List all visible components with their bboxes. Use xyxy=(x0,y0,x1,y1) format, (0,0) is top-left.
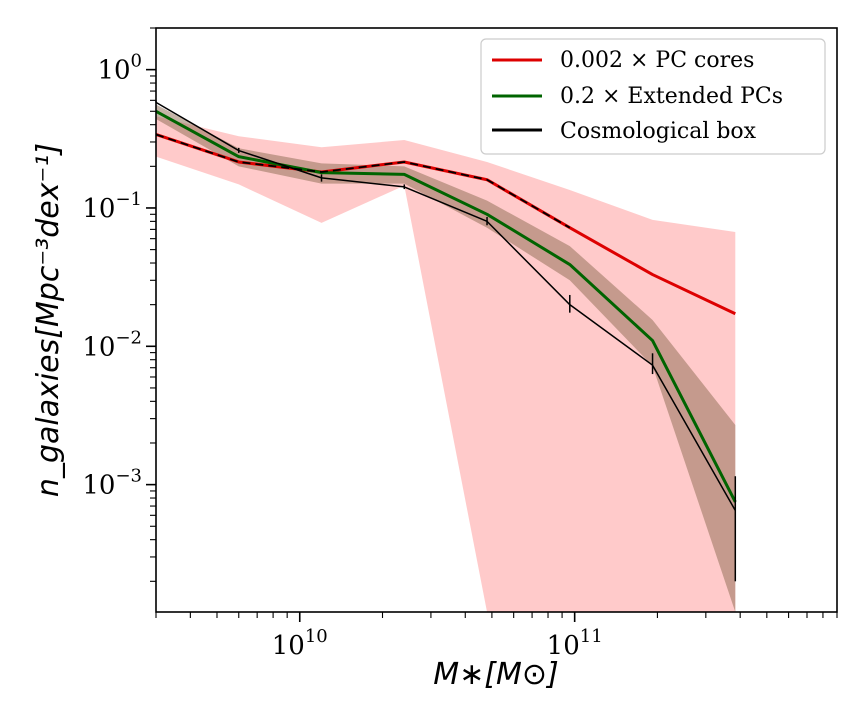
x-tick-label: 1011 xyxy=(547,626,603,661)
shaded-bands xyxy=(156,104,736,612)
series-lines xyxy=(155,101,737,511)
legend-label-cosmological-box: Cosmological box xyxy=(560,119,757,144)
axis-ticks xyxy=(146,27,838,622)
tick-labels: 1010 1011 100 10−1 10−2 10−3 xyxy=(82,51,602,661)
x-tick-label: 1010 xyxy=(272,626,328,661)
line-0-002-pc-cores xyxy=(155,133,736,316)
legend: 0.002 × PC cores 0.2 × Extended PCs Cosm… xyxy=(480,38,826,155)
line-pc-cores-dashed-overlay xyxy=(155,133,571,229)
line-0-2-extended-pcs xyxy=(155,109,737,503)
legend-box xyxy=(480,38,826,155)
plot-frame xyxy=(155,27,838,613)
legend-label-pc-cores: 0.002 × PC cores xyxy=(560,48,754,73)
y-tick-label: 10−2 xyxy=(82,327,142,362)
line-cosmological-box xyxy=(155,101,736,511)
y-tick-label: 10−1 xyxy=(82,189,142,224)
legend-label-extended-pcs: 0.2 × Extended PCs xyxy=(560,84,783,109)
y-tick-label: 100 xyxy=(97,51,142,86)
y-tick-label: 10−3 xyxy=(82,466,142,501)
x-axis-label: M∗[M⊙] xyxy=(433,657,558,692)
y-axis-label: n_galaxies[Mpc⁻³dex⁻¹] xyxy=(31,143,66,497)
